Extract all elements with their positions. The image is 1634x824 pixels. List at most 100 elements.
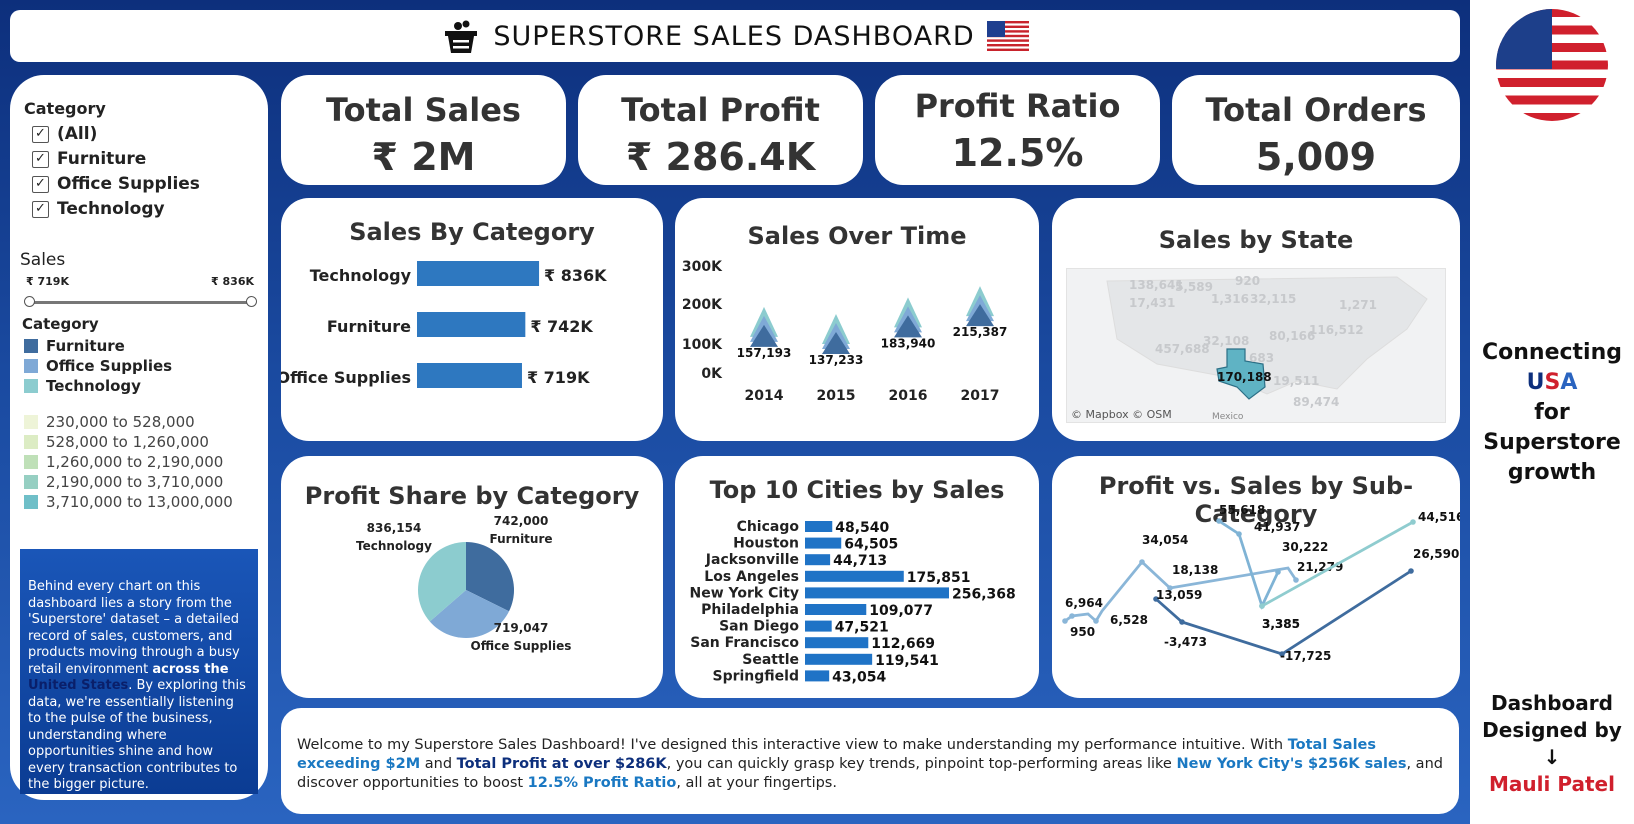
point-label: 950 — [1070, 625, 1095, 639]
state-sales-label: 683 — [1249, 351, 1274, 365]
range-swatch — [24, 455, 38, 469]
panel-profit-vs-sales: Profit vs. Sales by Sub-Category 6,964 95… — [1052, 456, 1460, 698]
legend-label: Technology — [46, 377, 141, 395]
slider-max-handle[interactable] — [246, 296, 257, 307]
series-point — [1069, 613, 1075, 619]
series-point — [1259, 603, 1265, 609]
story-highlight: United States — [28, 678, 129, 693]
checkbox-checked-icon[interactable]: ✓ — [32, 150, 49, 168]
city-label: Springfield — [713, 668, 800, 684]
point-label: 41,937 — [1254, 520, 1300, 534]
filter-option-technology[interactable]: ✓ Technology — [32, 199, 165, 219]
city-value-label: 47,521 — [835, 620, 889, 636]
sales-area-mark — [894, 315, 922, 338]
title-bar: SUPERSTORE SALES DASHBOARD — [10, 10, 1460, 62]
usa-s: S — [1544, 370, 1561, 395]
us-map[interactable]: 138,641 5,589 920 17,431 1,316 32,115 1,271 116… — [1066, 268, 1446, 423]
checkbox-checked-icon[interactable]: ✓ — [32, 200, 49, 218]
panel-sales-by-category: Sales By Category Technology ₹ 836K Furnit… — [281, 198, 663, 441]
kpi-value: ₹ 2M — [371, 135, 476, 179]
kpi-total-profit: Total Profit ₹ 286.4K — [578, 75, 863, 185]
connecting-usa-text: Connecting USA for Superstore growth — [1470, 338, 1634, 488]
pie-slice — [466, 542, 514, 612]
point-label: 13,059 — [1156, 588, 1202, 602]
legend-swatch — [24, 339, 38, 353]
year-label: 2014 — [745, 388, 784, 404]
pie-category-label: Technology — [356, 539, 432, 553]
state-sales-label: 5,589 — [1175, 280, 1213, 294]
profit-share-pie-chart: 742,000 Furniture 719,047 Office Supplies 83… — [356, 514, 572, 653]
state-sales-label: 1,316 — [1211, 292, 1249, 306]
for-word: for — [1534, 400, 1570, 425]
series-point — [1408, 568, 1414, 574]
legend-label: Office Supplies — [46, 357, 173, 375]
map-range-1: 230,000 to 528,000 — [24, 413, 195, 431]
year-total-label: 215,387 — [953, 325, 1008, 339]
designer-credit: Dashboard Designed by ↓ Mauli Patel — [1470, 690, 1634, 798]
author-name: Mauli Patel — [1489, 772, 1615, 796]
state-sales-label: 19,511 — [1273, 374, 1319, 388]
pie-category-label: Furniture — [489, 532, 552, 546]
state-sales-label: 89,474 — [1293, 395, 1339, 409]
sales-slider-track[interactable] — [28, 301, 250, 304]
story-bold: across the — [152, 661, 229, 677]
category-label: Technology — [310, 266, 412, 285]
city-label: Houston — [733, 536, 799, 552]
filter-option-office-supplies[interactable]: ✓ Office Supplies — [32, 174, 200, 194]
point-label: 3,385 — [1262, 617, 1300, 631]
series-line — [1261, 520, 1414, 608]
checkbox-checked-icon[interactable]: ✓ — [32, 125, 49, 143]
city-bar — [805, 620, 832, 632]
footer-text: and — [420, 756, 457, 772]
slider-min-handle[interactable] — [24, 296, 35, 307]
year-label: 2015 — [817, 388, 856, 404]
filter-option-furniture[interactable]: ✓ Furniture — [32, 149, 146, 169]
series-point — [1179, 619, 1185, 625]
story-part-2: . By exploring this data, we're essentia… — [28, 678, 246, 792]
story-text-box: Behind every chart on this dashboard lie… — [20, 549, 258, 794]
map-range-5: 3,710,000 to 13,000,000 — [24, 493, 233, 511]
state-sales-label: 32,108 — [1203, 334, 1249, 348]
point-label: 3,385 — [1262, 617, 1300, 631]
category-bar — [417, 363, 522, 388]
city-bar — [805, 570, 904, 582]
checkbox-checked-icon[interactable]: ✓ — [32, 175, 49, 193]
footer-text: , you can quickly grasp key trends, pinp… — [666, 756, 1177, 772]
state-sales-label: 32,115 — [1250, 292, 1296, 306]
year-label: 2016 — [889, 388, 928, 404]
city-value-label: 175,851 — [907, 570, 971, 586]
footer-highlight: New York City's $256K sales — [1176, 756, 1407, 772]
state-sales-label: 17,431 — [1129, 296, 1175, 310]
series-point — [1167, 585, 1173, 591]
city-bar — [805, 604, 867, 615]
y-tick-label: 200K — [682, 297, 723, 313]
legend-title: Category — [22, 315, 99, 333]
usa-u: U — [1526, 370, 1545, 395]
category-value-label: ₹ 719K — [527, 368, 590, 387]
kpi-label: Total Sales — [326, 91, 521, 129]
y-tick-label: 0K — [701, 366, 723, 382]
panel-title: Profit vs. Sales by Sub-Category — [1098, 472, 1414, 528]
sales-area-mark — [822, 332, 850, 355]
texas-state-shape[interactable] — [1216, 348, 1266, 400]
panel-top-cities: Top 10 Cities by Sales Chicago 48,540 Hous… — [675, 456, 1039, 698]
city-value-label: 44,713 — [833, 553, 887, 569]
kpi-label: Profit Ratio — [914, 87, 1121, 125]
panel-sales-over-time: Sales Over Time 300K 200K 100K 0K 157,193 201… — [675, 198, 1039, 441]
series-line — [1218, 519, 1280, 610]
kpi-label: Total Profit — [621, 91, 820, 129]
texas-sales-label: 170,188 — [1217, 370, 1272, 384]
filter-option-all[interactable]: ✓ (All) — [32, 124, 97, 144]
category-label: Furniture — [327, 317, 411, 336]
range-label: 230,000 to 528,000 — [46, 413, 195, 431]
sales-by-category-chart: Technology ₹ 836K Furniture ₹ 742K Office Su… — [281, 261, 607, 388]
slider-min-label: ₹ 719K — [26, 275, 69, 288]
series-point — [1236, 531, 1242, 537]
superstore-word: Superstore — [1483, 430, 1621, 455]
pie-category-label: Office Supplies — [471, 639, 572, 653]
map-range-4: 2,190,000 to 3,710,000 — [24, 473, 223, 491]
city-value-label: 119,541 — [875, 653, 939, 669]
legend-item-technology: Technology — [24, 377, 141, 395]
range-swatch — [24, 415, 38, 429]
footer-highlight: Total Profit at over $286K — [456, 756, 667, 772]
